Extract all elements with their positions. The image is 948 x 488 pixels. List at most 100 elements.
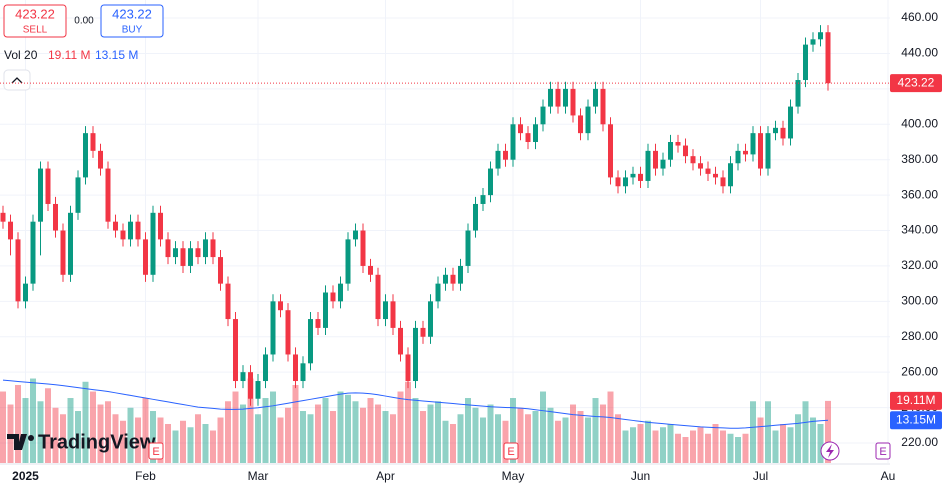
volume-bar — [135, 417, 141, 463]
volume-bar — [810, 417, 816, 463]
candle-body — [30, 221, 36, 284]
volume-bar — [412, 398, 419, 463]
volume-bar — [232, 391, 239, 463]
candle-body — [758, 133, 763, 169]
candle-body — [68, 212, 73, 275]
volume-bar — [157, 417, 164, 463]
candle-body — [803, 44, 808, 81]
x-tick-label: 2025 — [12, 469, 39, 483]
x-tick-label: Jul — [753, 469, 768, 483]
volume-bar — [487, 404, 494, 463]
candle-body — [225, 283, 231, 320]
volume-bar — [532, 411, 539, 463]
earnings-event[interactable] — [503, 442, 519, 460]
candle-body — [563, 88, 568, 107]
candle-body — [690, 156, 696, 164]
volume-bar — [45, 388, 51, 463]
candle-body — [315, 319, 321, 328]
candle-body — [593, 88, 598, 107]
volume-bar — [0, 391, 6, 463]
volume-bar — [382, 411, 389, 463]
volume-bar — [607, 391, 614, 463]
volume-bar — [495, 414, 501, 463]
volume-bar — [525, 414, 531, 463]
candle-body — [120, 230, 126, 240]
earnings-event[interactable] — [875, 442, 891, 460]
volume-bar — [697, 427, 704, 463]
event-label: E — [879, 446, 886, 458]
volume-bar — [75, 411, 81, 463]
volume-bar — [315, 404, 321, 463]
candle-body — [818, 32, 823, 40]
volume-bar — [22, 398, 29, 463]
volume-bar — [240, 404, 246, 463]
candle-body — [480, 195, 486, 204]
candle-body — [143, 239, 148, 275]
candle-body — [293, 354, 298, 382]
candle-body — [645, 150, 651, 181]
candle-body — [660, 159, 666, 169]
candle-body — [255, 381, 261, 399]
y-tick-label: 220.00 — [901, 435, 938, 449]
volume-bar — [802, 401, 809, 463]
candle-body — [728, 163, 733, 187]
volume-bar — [427, 404, 434, 463]
logo-icon — [7, 434, 27, 450]
volume-bar — [465, 398, 471, 463]
volume-bar — [577, 411, 584, 463]
candle-body — [630, 173, 636, 178]
candle-body — [278, 301, 283, 311]
volume-bar — [615, 414, 621, 463]
volume-bar — [825, 400, 831, 463]
buy-button[interactable] — [100, 4, 164, 38]
earnings-event[interactable] — [148, 442, 164, 460]
candle-body — [578, 115, 583, 134]
sell-button[interactable] — [3, 4, 67, 38]
candle-body — [285, 310, 291, 355]
volume-bar — [142, 398, 149, 463]
volume-bar — [570, 404, 576, 463]
y-tick-label: 440.00 — [901, 46, 938, 60]
candle-body — [353, 230, 358, 240]
candle-body — [75, 177, 81, 213]
volume-bar — [435, 401, 441, 463]
logo-text: TradingView — [38, 431, 156, 453]
volume-legend-ma: 13.15 M — [95, 48, 138, 62]
candle-body — [420, 327, 426, 337]
last-price-label: 423.22 — [898, 75, 935, 89]
candle-body — [495, 150, 501, 169]
candle-body — [390, 301, 396, 328]
volume-bar — [517, 407, 524, 463]
volume-bar — [367, 398, 374, 463]
candle-body — [60, 230, 66, 275]
candle-body — [15, 239, 21, 302]
candle-body — [398, 327, 403, 355]
candle-body — [128, 221, 133, 240]
candle-body — [345, 239, 351, 284]
y-tick-label: 460.00 — [901, 10, 938, 24]
candle-body — [518, 124, 523, 134]
volume-bar — [660, 427, 666, 463]
candle-body — [555, 88, 561, 107]
collapse-button[interactable] — [3, 69, 31, 91]
volume-bar — [300, 411, 306, 463]
volume-bar — [262, 398, 269, 463]
volume-bar — [345, 394, 351, 463]
volume-bar — [375, 404, 381, 463]
candle-body — [270, 301, 276, 355]
volume-ma-line — [2, 379, 829, 429]
y-tick-label: 380.00 — [901, 152, 938, 166]
candle-body — [503, 150, 508, 160]
volume-bar — [270, 391, 276, 463]
volume-bar — [765, 401, 771, 463]
candle-body — [773, 127, 778, 134]
buy-price: 423.22 — [112, 6, 152, 21]
candle-body — [83, 133, 88, 178]
candle-body — [165, 239, 171, 258]
volume-bar — [735, 437, 741, 463]
volume-bar — [705, 433, 711, 463]
volume-bar — [337, 391, 344, 463]
candle-body — [53, 203, 58, 231]
